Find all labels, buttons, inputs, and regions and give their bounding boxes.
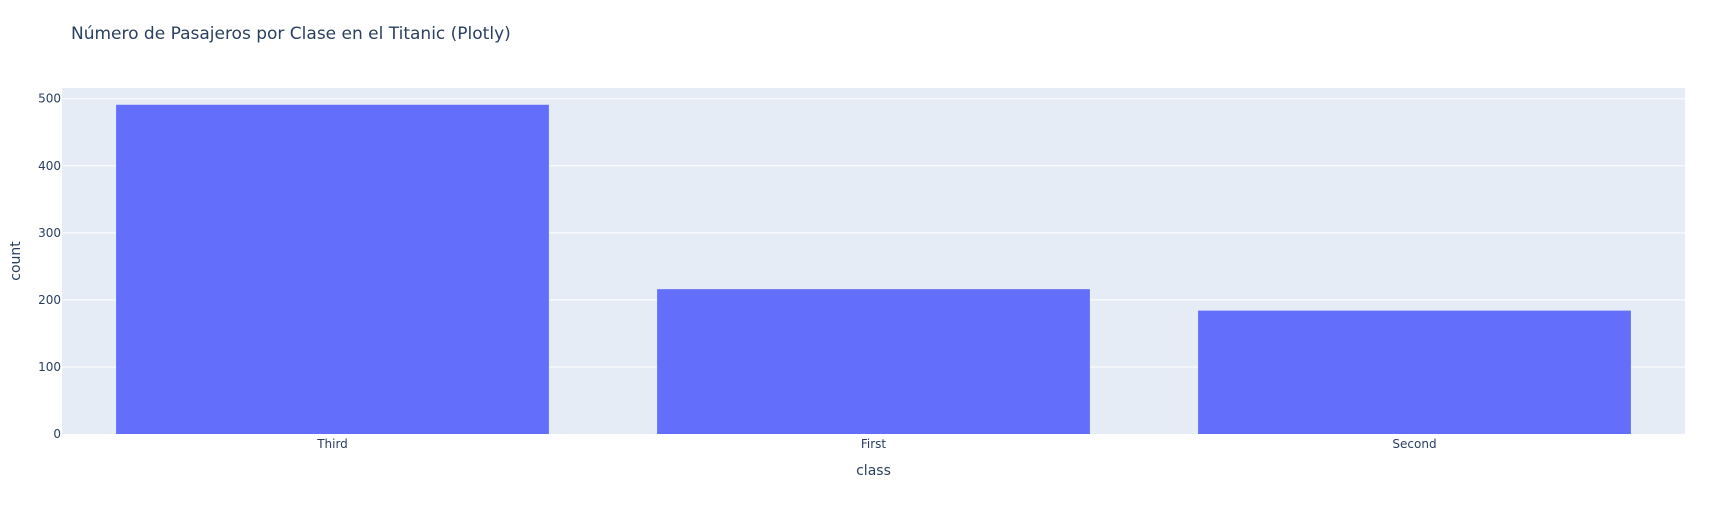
- bar-first[interactable]: [657, 289, 1090, 434]
- y-tick-label: 0: [53, 427, 61, 441]
- y-tick-label: 400: [38, 159, 61, 173]
- x-tick-label: Second: [1392, 437, 1436, 451]
- y-tick-label: 100: [38, 360, 61, 374]
- chart-title: Número de Pasajeros por Clase en el Tita…: [71, 24, 511, 44]
- y-tick-label: 500: [38, 92, 61, 106]
- y-tick-label: 300: [38, 226, 61, 240]
- bar-second[interactable]: [1198, 310, 1631, 434]
- y-axis-title: count: [8, 241, 24, 281]
- x-axis-title: class: [856, 463, 891, 479]
- x-tick-label: Third: [316, 437, 348, 451]
- x-axis-ticks: Third First Second: [316, 437, 1436, 451]
- x-tick-label: First: [861, 437, 887, 451]
- y-tick-label: 200: [38, 293, 61, 307]
- y-axis-ticks: 0 100 200 300 400 500: [38, 92, 61, 441]
- bars: [116, 104, 1631, 435]
- bar-third[interactable]: [116, 104, 549, 435]
